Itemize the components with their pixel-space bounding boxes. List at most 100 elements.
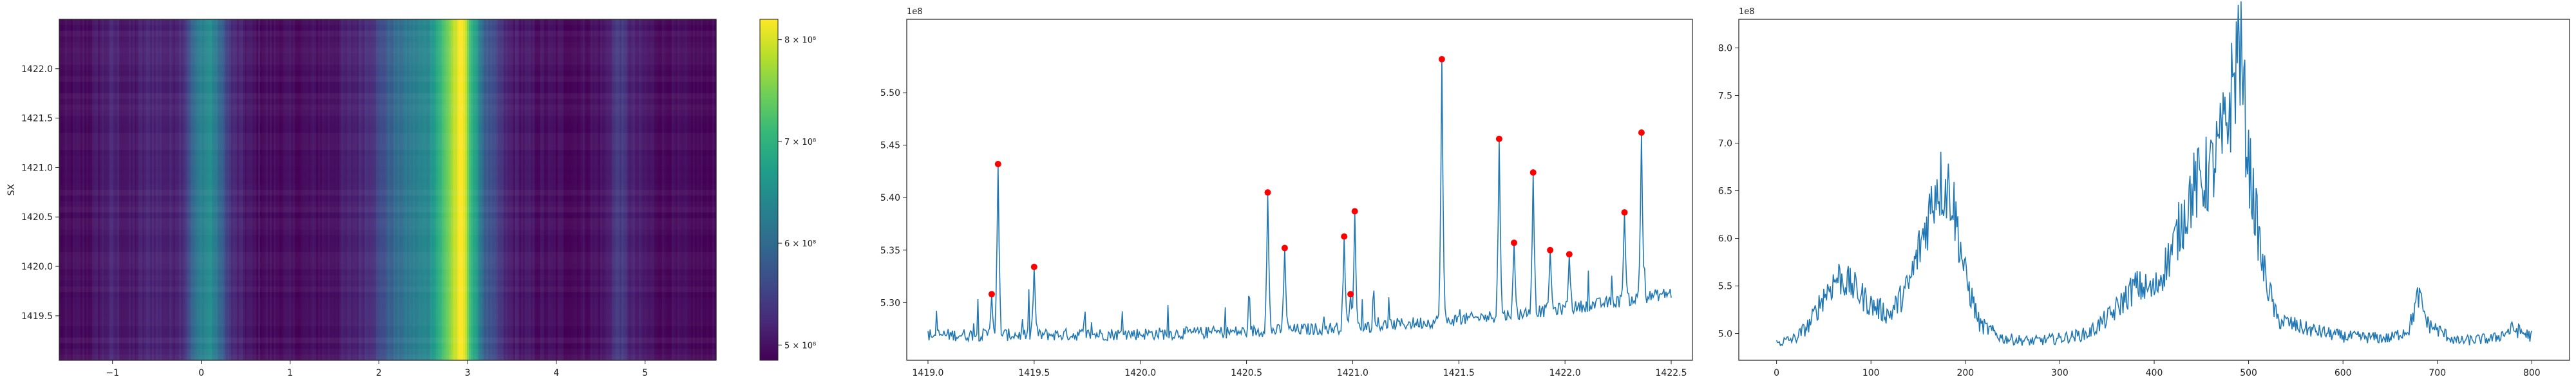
x-tick-label: 1420.0 xyxy=(1124,368,1156,378)
heatmap-column xyxy=(262,19,265,360)
heatmap-band xyxy=(59,246,716,252)
heatmap-band xyxy=(59,184,716,190)
heatmap-column xyxy=(278,19,280,360)
heatmap-column xyxy=(674,19,676,360)
heatmap-column xyxy=(685,19,688,360)
heatmap-column xyxy=(119,19,122,360)
heatmap-column xyxy=(658,19,661,360)
heatmap-column xyxy=(676,19,678,360)
y-tick-label: 6.0 xyxy=(1718,234,1732,244)
x-tick-label: 800 xyxy=(2523,368,2541,378)
heatmap-column xyxy=(303,19,305,360)
heatmap-column xyxy=(388,19,390,360)
heatmap-column xyxy=(612,19,614,360)
heatmap-column xyxy=(328,19,330,360)
heatmap-column xyxy=(691,19,694,360)
heatmap-column xyxy=(158,19,160,360)
profile-line-panel: 0 100 200 300 400 500 600 700 800 5.0 5.5 6.0 6.5 7.… xyxy=(1718,1,2570,378)
heatmap-column xyxy=(69,19,71,360)
heatmap-column xyxy=(392,19,394,360)
heatmap-column xyxy=(138,19,141,360)
heatmap-band xyxy=(59,110,716,116)
heatmap-column xyxy=(434,19,437,360)
heatmap-column xyxy=(196,19,199,360)
heatmap-column xyxy=(189,19,191,360)
heatmap-column xyxy=(185,19,187,360)
heatmap-column xyxy=(446,19,448,360)
y-tick-label: 5.45 xyxy=(880,141,900,151)
heatmap-column xyxy=(631,19,634,360)
heatmap-band xyxy=(59,252,716,258)
heatmap-column xyxy=(639,19,641,360)
heatmap-column xyxy=(220,19,222,360)
heatmap-band xyxy=(59,207,716,213)
heatmap-column xyxy=(500,19,502,360)
heatmap-column xyxy=(606,19,609,360)
heatmap-column xyxy=(177,19,180,360)
heatmap-column xyxy=(621,19,624,360)
heatmap-column xyxy=(486,19,489,360)
heatmap-column xyxy=(305,19,307,360)
peaks-series-line xyxy=(927,59,1672,343)
heatmap-column xyxy=(351,19,354,360)
heatmap-column xyxy=(355,19,357,360)
peak-marker xyxy=(1621,209,1628,216)
heatmap-column xyxy=(515,19,518,360)
heatmap-column xyxy=(633,19,636,360)
heatmap-band xyxy=(59,344,716,349)
heatmap-column xyxy=(687,19,690,360)
y-tick-label: 5.30 xyxy=(880,298,900,308)
heatmap-column xyxy=(620,19,622,360)
heatmap-column xyxy=(457,19,460,360)
heatmap-column xyxy=(442,19,444,360)
heatmap-column xyxy=(608,19,611,360)
heatmap-column xyxy=(314,19,317,360)
heatmap-column xyxy=(281,19,284,360)
heatmap-column xyxy=(198,19,201,360)
heatmap-column xyxy=(111,19,114,360)
heatmap-column xyxy=(113,19,116,360)
peak-marker xyxy=(988,291,995,298)
heatmap-column xyxy=(359,19,361,360)
heatmap-column xyxy=(554,19,556,360)
heatmap-column xyxy=(594,19,597,360)
heatmap-column xyxy=(65,19,68,360)
heatmap-column xyxy=(536,19,539,360)
heatmap-column xyxy=(650,19,653,360)
heatmap-column xyxy=(237,19,240,360)
heatmap-column xyxy=(142,19,145,360)
heatmap-band xyxy=(59,286,716,292)
heatmap-column xyxy=(140,19,143,360)
y-tick-label: 1421.5 xyxy=(21,114,53,124)
heatmap-column xyxy=(415,19,417,360)
heatmap-band xyxy=(59,218,716,224)
heatmap-column xyxy=(523,19,526,360)
heatmap-column xyxy=(430,19,433,360)
heatmap-column xyxy=(98,19,100,360)
heatmap-column xyxy=(276,19,278,360)
heatmap-column xyxy=(171,19,174,360)
colorbar: 5 × 10⁸ 6 × 10⁸ 7 × 10⁸ 8 × 10⁸ xyxy=(759,19,816,361)
heatmap-column xyxy=(567,19,570,360)
heatmap-column xyxy=(598,19,601,360)
heatmap-column xyxy=(349,19,352,360)
heatmap-column xyxy=(683,19,686,360)
heatmap-column xyxy=(564,19,566,360)
peak-marker xyxy=(1438,56,1445,62)
profile-y-ticks: 5.0 5.5 6.0 6.5 7.0 7.5 8.0 xyxy=(1718,43,1739,340)
heatmap-column xyxy=(223,19,226,360)
heatmap-column xyxy=(84,19,87,360)
heatmap-column xyxy=(635,19,638,360)
heatmap-band xyxy=(59,116,716,122)
heatmap-column xyxy=(218,19,220,360)
heatmap-column xyxy=(133,19,135,360)
heatmap-column xyxy=(548,19,551,360)
heatmap-band xyxy=(59,304,716,309)
heatmap-band xyxy=(59,30,716,37)
heatmap-column xyxy=(129,19,131,360)
heatmap-column xyxy=(80,19,83,360)
heatmap-column xyxy=(361,19,363,360)
heatmap-column xyxy=(363,19,365,360)
heatmap-band xyxy=(59,156,716,161)
heatmap-column xyxy=(641,19,643,360)
